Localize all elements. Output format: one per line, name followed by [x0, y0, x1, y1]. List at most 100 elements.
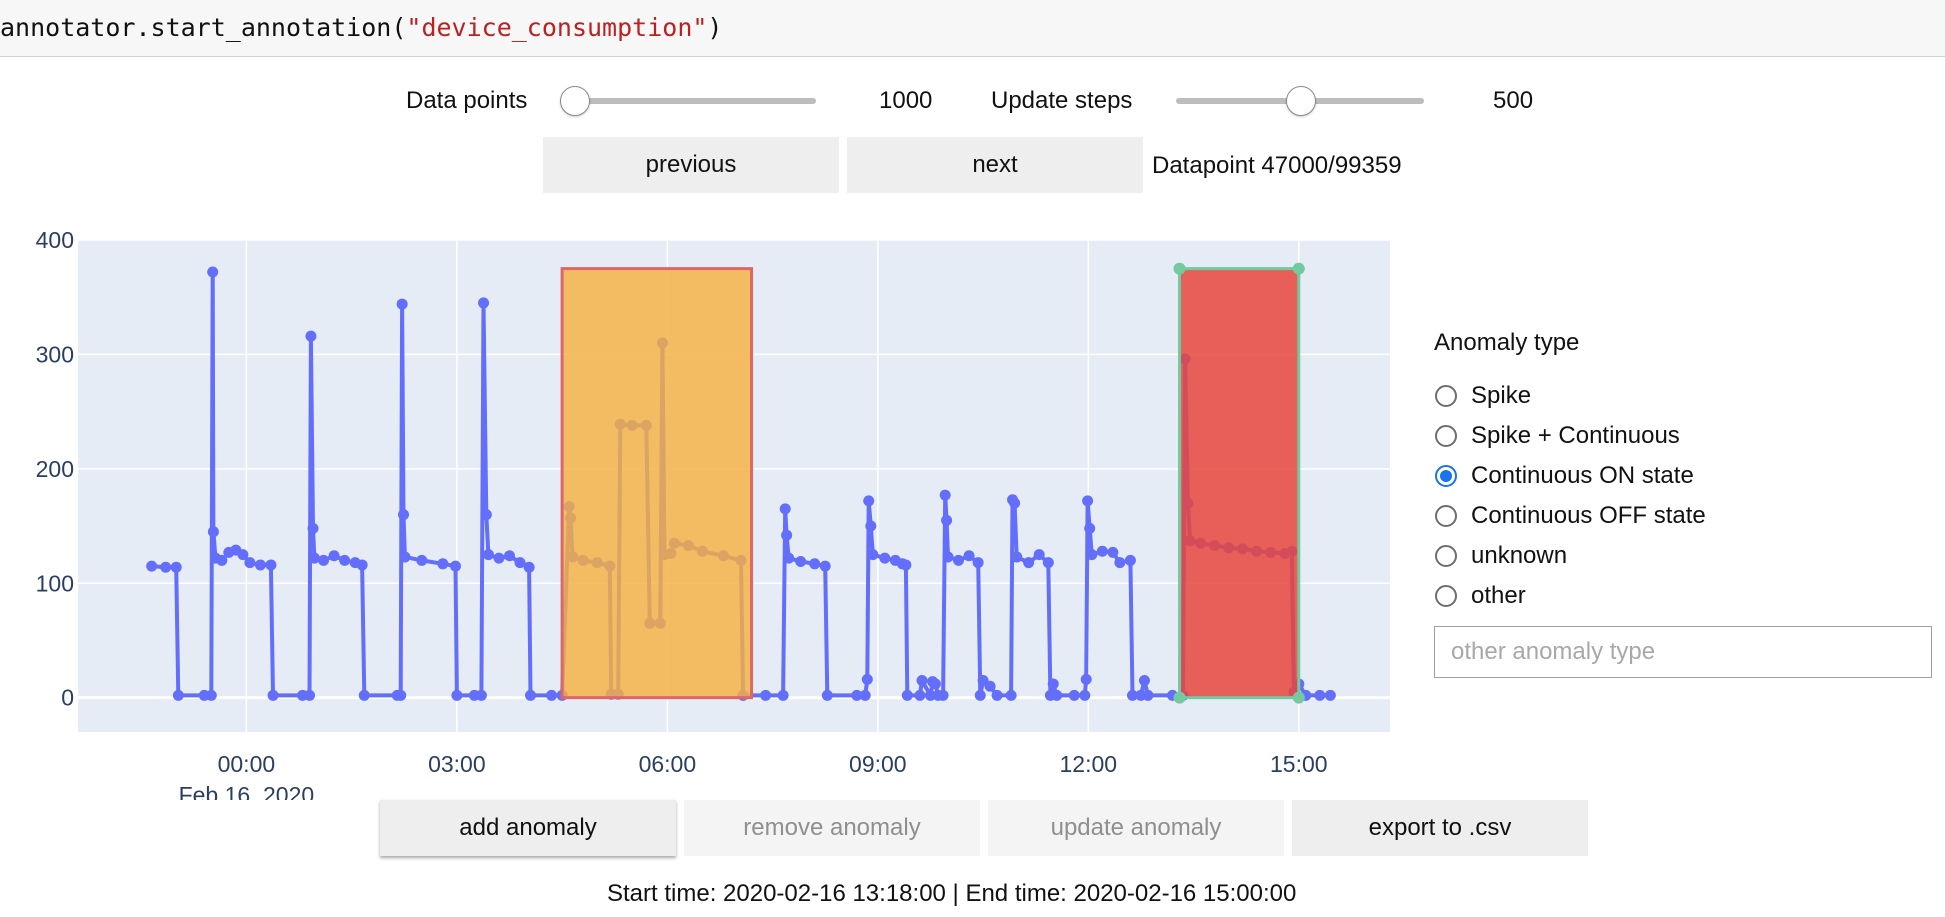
radio-label: unknown: [1471, 542, 1568, 569]
data-points-slider[interactable]: [560, 86, 816, 116]
anomaly-region[interactable]: [560, 267, 754, 700]
data-point: [493, 552, 505, 564]
data-point: [1051, 689, 1063, 701]
x-tick-label: 03:00: [428, 751, 486, 777]
resize-handle[interactable]: [1292, 691, 1305, 704]
data-point: [795, 556, 807, 568]
data-point: [901, 689, 913, 701]
anomaly-regions[interactable]: [560, 267, 1301, 700]
radio-button[interactable]: [1435, 465, 1457, 487]
remove-anomaly-button[interactable]: remove anomaly: [684, 800, 980, 856]
x-tick-label: 12:00: [1060, 751, 1118, 777]
radio-button[interactable]: [1435, 505, 1457, 527]
data-points-label: Data points: [406, 87, 528, 114]
consumption-chart[interactable]: 0 100 200 300 400 00:00 03:00 06:00 09:00 12:00 15…: [0, 180, 1400, 800]
data-point: [358, 689, 370, 701]
update-steps-label: Update steps: [991, 87, 1133, 114]
data-point: [963, 550, 975, 562]
data-point: [953, 554, 965, 566]
data-point: [937, 689, 949, 701]
data-point: [416, 554, 428, 566]
data-point: [867, 549, 879, 561]
data-point: [916, 675, 928, 687]
data-point: [777, 689, 789, 701]
update-steps-slider-handle[interactable]: [1286, 86, 1316, 116]
resize-handle[interactable]: [1173, 691, 1186, 704]
y-tick-label: 100: [36, 570, 74, 596]
data-point: [1033, 549, 1045, 561]
radio-button[interactable]: [1435, 385, 1457, 407]
x-date-label: Feb 16, 2020: [179, 782, 315, 800]
resize-handle[interactable]: [1173, 262, 1186, 275]
radio-button[interactable]: [1435, 545, 1457, 567]
data-point: [865, 520, 877, 532]
radio-button[interactable]: [1435, 425, 1457, 447]
data-point: [1114, 557, 1126, 569]
data-point: [851, 689, 863, 701]
data-point: [356, 559, 368, 571]
data-point: [760, 689, 772, 701]
data-point: [398, 509, 410, 521]
anomaly-option-spike-continuous[interactable]: Spike + Continuous: [1435, 421, 1680, 451]
data-point: [1080, 673, 1092, 685]
update-anomaly-button[interactable]: update anomaly: [988, 800, 1284, 856]
data-point: [1086, 549, 1098, 561]
code-string-argument: "device_consumption": [406, 13, 708, 42]
radio-label: Continuous ON state: [1471, 462, 1694, 489]
anomaly-type-title: Anomaly type: [1434, 329, 1580, 356]
x-tick-label: 06:00: [639, 751, 697, 777]
data-point: [879, 552, 891, 564]
x-tick-label: 09:00: [849, 751, 907, 777]
anomaly-option-continuous-off-state[interactable]: Continuous OFF state: [1435, 501, 1706, 531]
other-anomaly-type-input[interactable]: [1434, 626, 1932, 678]
data-point: [941, 514, 953, 526]
update-steps-slider[interactable]: [1176, 86, 1424, 116]
previous-button[interactable]: previous: [543, 137, 839, 193]
data-point: [974, 689, 986, 701]
data-point: [783, 552, 795, 564]
data-point: [304, 689, 316, 701]
resize-handle[interactable]: [1292, 262, 1305, 275]
data-point: [929, 678, 941, 690]
radio-button[interactable]: [1435, 585, 1457, 607]
anomaly-option-unknown[interactable]: unknown: [1435, 541, 1567, 571]
data-point: [237, 549, 249, 561]
data-point: [1005, 689, 1017, 701]
data-point: [267, 689, 279, 701]
data-point: [809, 558, 821, 570]
data-point: [305, 330, 317, 342]
data-point: [339, 554, 351, 566]
data-point: [1082, 495, 1094, 507]
data-point: [170, 561, 182, 573]
y-tick-label: 0: [61, 685, 74, 711]
code-cell[interactable]: annotator.start_annotation("device_consu…: [0, 0, 1945, 57]
anomaly-region[interactable]: [1178, 267, 1301, 700]
data-point: [914, 689, 926, 701]
data-point: [1314, 689, 1326, 701]
anomaly-option-continuous-on-state[interactable]: Continuous ON state: [1435, 461, 1694, 491]
radio-label: Spike: [1471, 382, 1532, 409]
data-point: [396, 298, 408, 310]
data-point: [1324, 689, 1336, 701]
data-point: [254, 559, 266, 571]
anomaly-option-spike[interactable]: Spike: [1435, 381, 1531, 411]
anomaly-option-other[interactable]: other: [1435, 581, 1526, 611]
data-point: [1096, 545, 1108, 557]
data-point: [1079, 689, 1091, 701]
data-point: [1107, 546, 1119, 558]
data-points-slider-handle[interactable]: [560, 86, 590, 116]
selection-handles[interactable]: [1173, 262, 1305, 704]
data-point: [781, 529, 793, 541]
data-point: [991, 689, 1003, 701]
add-anomaly-button[interactable]: add anomaly: [380, 800, 676, 856]
data-point: [939, 489, 951, 501]
data-point: [160, 561, 172, 573]
data-point: [399, 551, 411, 563]
next-button[interactable]: next: [847, 137, 1143, 193]
data-point: [207, 526, 219, 538]
export-csv-button[interactable]: export to .csv: [1292, 800, 1588, 856]
data-point: [1142, 689, 1154, 701]
data-points-value: 1000: [879, 87, 933, 114]
radio-label: other: [1471, 582, 1526, 609]
data-point: [984, 680, 996, 692]
